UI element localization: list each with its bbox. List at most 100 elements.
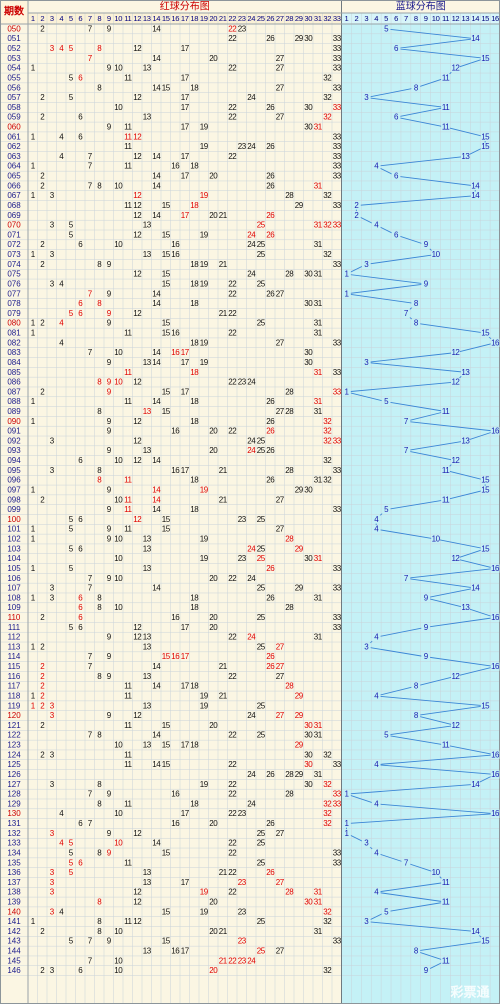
red-ball-number: 22 — [228, 574, 237, 583]
issue-number: 061 — [7, 132, 21, 141]
red-ball-number: 16 — [171, 329, 180, 338]
red-ball-number: 27 — [276, 642, 285, 651]
red-ball-number: 33 — [333, 466, 342, 475]
red-ball-number: 1 — [31, 162, 36, 171]
table-row: 072 2 6 10 16 24 25 31 9 — [7, 240, 431, 249]
red-ball-number: 21 — [219, 868, 228, 877]
red-ball-number: 33 — [333, 152, 342, 161]
blue-ball-backdrop — [361, 838, 371, 848]
table-row: 085 11 18 31 33 13 — [7, 368, 471, 377]
red-ball-number: 33 — [333, 338, 342, 347]
red-ball-number: 33 — [333, 613, 342, 622]
red-ball-number: 9 — [107, 652, 112, 661]
red-ball-number: 18 — [190, 368, 199, 377]
blue-ball-backdrop — [371, 515, 381, 524]
red-ball-number: 19 — [200, 123, 209, 132]
blue-ball-backdrop — [480, 54, 490, 63]
issue-number: 128 — [7, 790, 21, 799]
red-ball-number: 29 — [295, 201, 304, 210]
blue-ball-backdrop — [411, 711, 421, 720]
blue-ball-number: 12 — [451, 456, 460, 465]
issue-number: 077 — [7, 289, 21, 298]
table-row: 065 2 14 17 20 26 33 6 — [7, 172, 401, 181]
blue-ball-backdrop — [411, 83, 421, 92]
red-ball-number: 16 — [171, 790, 180, 799]
red-ball-number: 33 — [333, 172, 342, 181]
table-row: 111 5 6 12 17 20 33 9 — [8, 623, 431, 632]
table-row: 099 9 11 14 18 33 5 — [7, 505, 391, 514]
red-ball-number: 30 — [304, 299, 313, 308]
red-ball-number: 6 — [78, 309, 83, 318]
red-ball-number: 1 — [31, 191, 36, 200]
issue-number: 112 — [8, 633, 21, 642]
grid-lines — [0, 13, 500, 1004]
blue-ball-number: 11 — [442, 73, 450, 82]
issue-number: 059 — [7, 113, 21, 122]
issue-number: 073 — [7, 250, 21, 259]
red-ball-number: 9 — [107, 309, 112, 318]
red-ball-number: 26 — [266, 593, 275, 602]
red-ball-number: 4 — [59, 319, 64, 328]
blue-ball-number: 14 — [471, 927, 480, 936]
blue-ball-backdrop — [490, 809, 500, 818]
blue-ball-number: 3 — [364, 93, 369, 102]
blue-ball-number: 12 — [451, 378, 460, 387]
blue-ball-backdrop — [441, 73, 450, 83]
table-row: 092 3 12 24 25 32 33 13 — [7, 436, 471, 446]
issue-number: 063 — [7, 152, 21, 161]
red-ball-number: 22 — [228, 279, 237, 288]
red-ball-number: 11 — [124, 858, 132, 867]
red-ball-number: 19 — [200, 780, 209, 789]
red-ball-number: 26 — [266, 427, 275, 436]
red-ball-number: 29 — [295, 770, 304, 779]
red-ball-number: 1 — [31, 917, 36, 926]
red-ball-number: 22 — [228, 868, 237, 877]
red-ball-number: 32 — [323, 966, 332, 975]
red-ball-number: 11 — [124, 476, 132, 485]
red-ball-number: 28 — [285, 888, 294, 897]
red-ball-number: 30 — [304, 780, 313, 789]
table-row: 079 5 6 9 12 21 22 7 — [7, 309, 411, 318]
blue-ball-backdrop — [451, 377, 460, 387]
red-column-label: 4 — [59, 14, 63, 23]
blue-column-label: 7 — [404, 14, 408, 23]
blue-ball-number: 11 — [442, 103, 450, 112]
issue-number: 052 — [7, 44, 21, 53]
issue-number: 051 — [7, 34, 21, 43]
table-row: 108 1 3 6 8 18 26 31 9 — [7, 593, 431, 602]
red-ball-number: 6 — [78, 613, 83, 622]
red-ball-number: 23 — [238, 554, 247, 563]
red-column-label: 5 — [69, 14, 73, 23]
red-ball-number: 22 — [228, 839, 237, 848]
blue-ball-backdrop — [401, 446, 411, 455]
blue-ball-backdrop — [351, 201, 361, 210]
blue-ball-number: 1 — [344, 829, 349, 838]
issue-number: 110 — [8, 613, 21, 622]
blue-ball-backdrop — [441, 122, 450, 132]
table-row: 077 7 9 14 22 26 27 1 — [7, 289, 351, 298]
blue-ball-number: 4 — [374, 888, 379, 897]
issue-number: 050 — [7, 24, 21, 33]
red-ball-number: 12 — [133, 897, 142, 906]
issue-number: 093 — [7, 446, 21, 455]
red-ball-number: 33 — [333, 584, 342, 593]
blue-ball-backdrop — [470, 181, 480, 191]
blue-ball-backdrop — [490, 750, 500, 760]
blue-ball-backdrop — [460, 436, 470, 446]
red-ball-number: 16 — [171, 466, 180, 475]
issue-number: 084 — [7, 358, 21, 367]
red-ball-number: 8 — [97, 731, 102, 740]
red-ball-number: 32 — [323, 250, 332, 259]
red-ball-number: 7 — [88, 289, 93, 298]
red-ball-number: 15 — [162, 270, 171, 279]
issue-number: 053 — [7, 54, 21, 63]
blue-ball-number: 1 — [344, 790, 349, 799]
red-ball-number: 2 — [40, 319, 45, 328]
red-column-label: 32 — [323, 14, 331, 23]
issue-number: 096 — [7, 476, 21, 485]
blue-ball-backdrop — [421, 240, 431, 249]
blue-ball-number: 10 — [432, 535, 441, 544]
red-ball-number: 8 — [97, 476, 102, 485]
issue-number: 138 — [7, 888, 21, 897]
